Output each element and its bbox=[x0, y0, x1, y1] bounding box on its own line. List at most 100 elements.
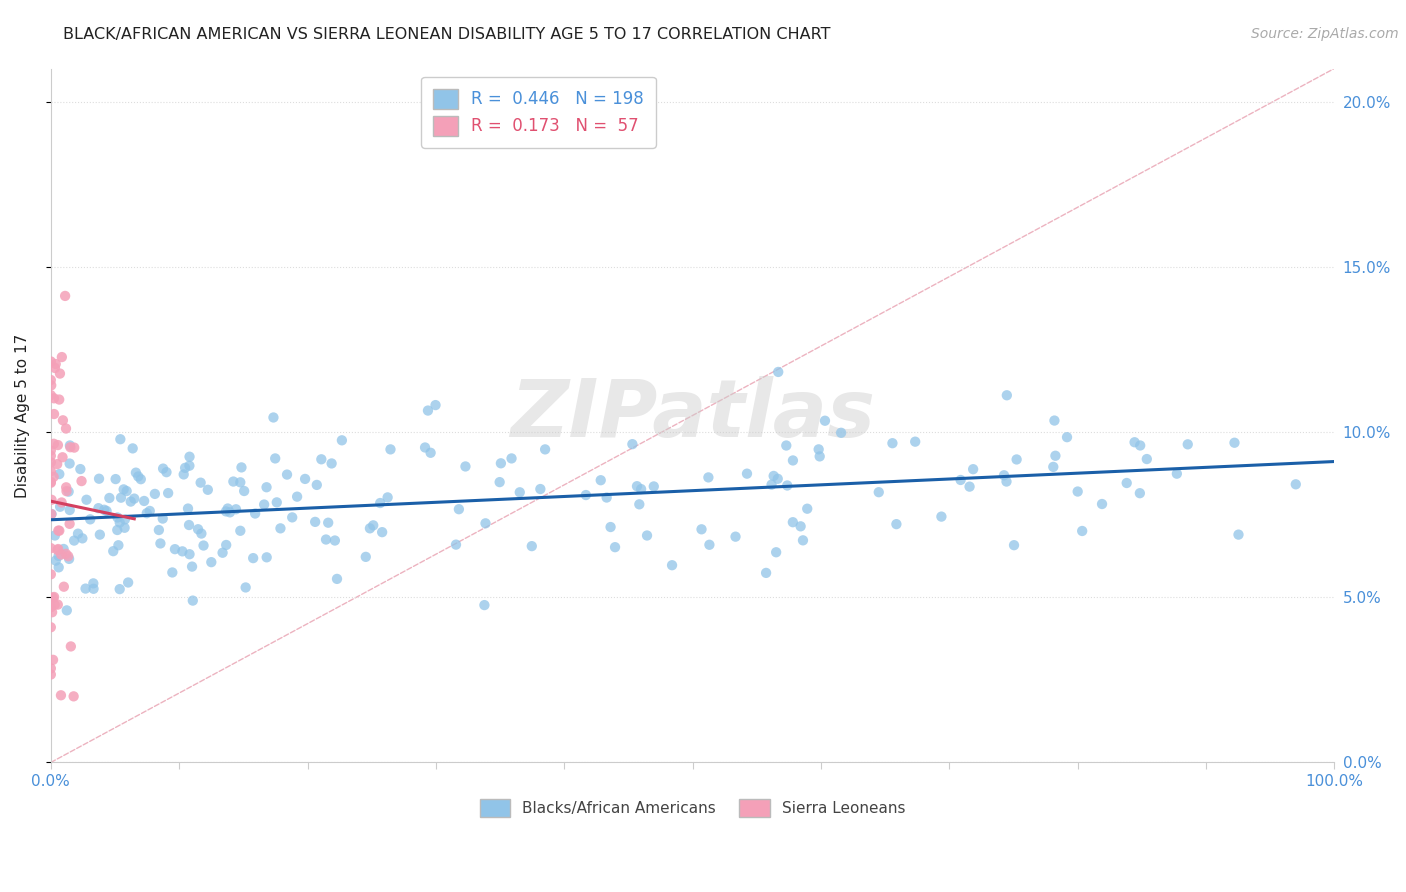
Point bbox=[782, 515, 804, 529]
Point bbox=[42, 591, 65, 605]
Point bbox=[39, 475, 62, 489]
Point bbox=[162, 566, 184, 580]
Point bbox=[46, 438, 69, 452]
Point bbox=[55, 421, 77, 435]
Point bbox=[103, 544, 125, 558]
Point bbox=[39, 455, 62, 469]
Point bbox=[51, 450, 73, 465]
Point bbox=[59, 457, 82, 471]
Point bbox=[690, 522, 713, 536]
Point bbox=[39, 667, 62, 681]
Point bbox=[129, 472, 152, 486]
Point bbox=[44, 361, 66, 376]
Point bbox=[425, 398, 447, 412]
Point bbox=[444, 538, 467, 552]
Point bbox=[233, 483, 256, 498]
Point bbox=[152, 461, 174, 475]
Point bbox=[115, 484, 138, 499]
Point bbox=[120, 494, 142, 508]
Point bbox=[724, 530, 747, 544]
Point bbox=[44, 598, 66, 612]
Point bbox=[211, 546, 233, 560]
Point bbox=[361, 518, 384, 533]
Point bbox=[316, 516, 339, 530]
Point bbox=[595, 491, 617, 505]
Point bbox=[1066, 484, 1088, 499]
Point bbox=[454, 459, 477, 474]
Point bbox=[603, 540, 626, 554]
Point bbox=[173, 467, 195, 482]
Point bbox=[179, 458, 201, 473]
Point bbox=[419, 446, 441, 460]
Point bbox=[55, 484, 77, 499]
Point bbox=[193, 539, 215, 553]
Point bbox=[1177, 437, 1199, 451]
Point bbox=[995, 475, 1018, 489]
Point bbox=[1043, 413, 1066, 427]
Point bbox=[66, 526, 89, 541]
Point bbox=[39, 475, 62, 490]
Point bbox=[39, 464, 62, 478]
Point bbox=[621, 437, 644, 451]
Y-axis label: Disability Age 5 to 17: Disability Age 5 to 17 bbox=[15, 334, 30, 498]
Point bbox=[256, 550, 278, 565]
Point bbox=[76, 492, 98, 507]
Point bbox=[59, 503, 82, 517]
Point bbox=[39, 600, 62, 615]
Point bbox=[229, 475, 252, 490]
Point bbox=[55, 480, 77, 494]
Point bbox=[294, 472, 316, 486]
Point bbox=[281, 510, 304, 524]
Point bbox=[39, 373, 62, 387]
Point bbox=[181, 593, 204, 607]
Point bbox=[776, 478, 799, 492]
Point bbox=[765, 545, 787, 559]
Point bbox=[179, 450, 201, 464]
Point bbox=[1123, 435, 1146, 450]
Point bbox=[87, 501, 110, 516]
Point bbox=[177, 518, 200, 533]
Point bbox=[200, 555, 222, 569]
Point bbox=[107, 538, 129, 552]
Point bbox=[135, 506, 157, 520]
Point bbox=[42, 407, 65, 421]
Point bbox=[58, 552, 80, 566]
Point bbox=[643, 479, 665, 493]
Point bbox=[766, 472, 789, 486]
Text: Source: ZipAtlas.com: Source: ZipAtlas.com bbox=[1251, 27, 1399, 41]
Point bbox=[1005, 452, 1028, 467]
Point bbox=[830, 425, 852, 440]
Point bbox=[127, 469, 149, 483]
Point bbox=[39, 541, 62, 556]
Point bbox=[148, 523, 170, 537]
Point bbox=[112, 483, 135, 497]
Point bbox=[56, 603, 79, 617]
Point bbox=[42, 392, 65, 406]
Point bbox=[179, 547, 201, 561]
Point bbox=[1223, 435, 1246, 450]
Point bbox=[231, 460, 253, 475]
Point bbox=[58, 484, 80, 499]
Point bbox=[39, 567, 62, 582]
Point bbox=[48, 392, 70, 407]
Point bbox=[323, 533, 346, 548]
Point bbox=[48, 467, 70, 481]
Point bbox=[152, 511, 174, 525]
Point bbox=[190, 526, 212, 541]
Point bbox=[264, 451, 287, 466]
Point bbox=[269, 521, 291, 535]
Point bbox=[42, 437, 65, 451]
Point bbox=[792, 533, 814, 548]
Point bbox=[868, 485, 890, 500]
Point bbox=[105, 523, 128, 537]
Point bbox=[225, 502, 247, 516]
Point bbox=[1136, 452, 1159, 467]
Point bbox=[253, 498, 276, 512]
Point bbox=[53, 289, 76, 303]
Point bbox=[359, 521, 381, 535]
Point bbox=[447, 502, 470, 516]
Point bbox=[39, 507, 62, 521]
Point bbox=[46, 524, 69, 538]
Point bbox=[45, 357, 67, 371]
Point bbox=[217, 501, 239, 516]
